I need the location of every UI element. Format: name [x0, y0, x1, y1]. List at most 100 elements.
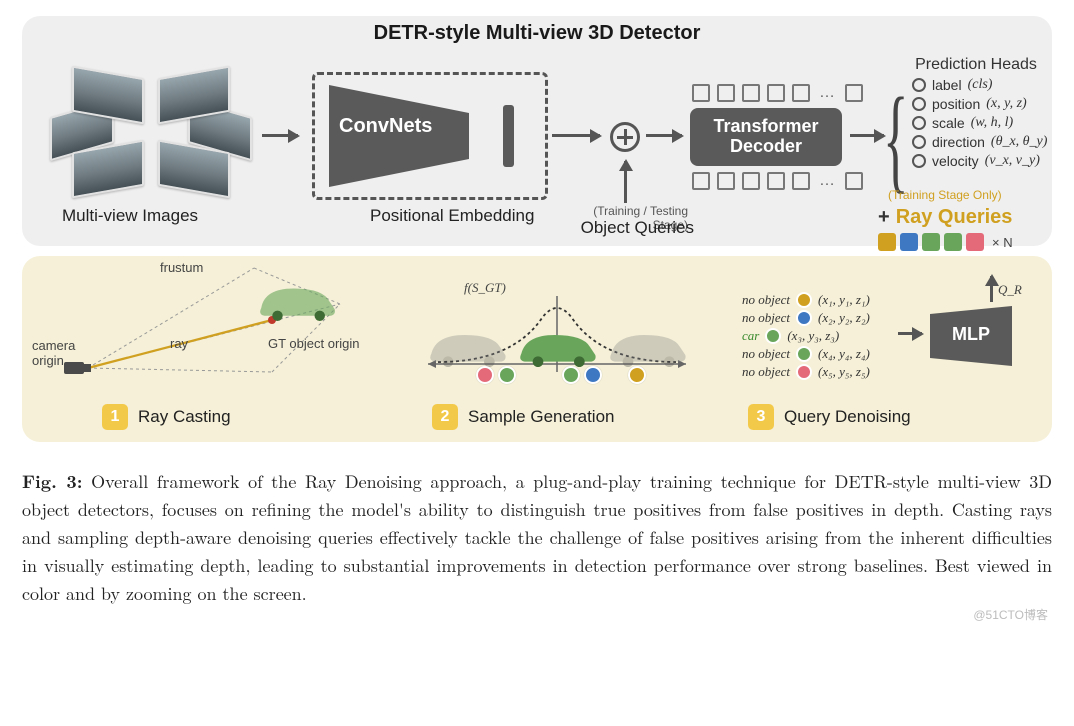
ray-queries-plus: +: [878, 206, 890, 229]
top-title: DETR-style Multi-view 3D Detector: [22, 22, 1052, 45]
noobj-row: car (x₃, y₃, z₃): [742, 328, 870, 344]
noobj-coord: (x₄, y₄, z₄): [818, 346, 870, 362]
ray-queries-swatches: × N: [878, 233, 1062, 251]
arrow-2: [552, 134, 600, 137]
arrow-up-qr: [990, 276, 993, 302]
noobj-dot-icon: [796, 346, 812, 362]
pred-dot-icon: [912, 78, 926, 92]
mlp-module: MLP: [930, 306, 1012, 366]
noobj-text: no object: [742, 310, 790, 326]
sample-dot: [628, 366, 646, 384]
noobj-row: no object (x₅, y₅, z₅): [742, 364, 870, 380]
label-ray: ray: [170, 336, 188, 351]
top-panel: DETR-style Multi-view 3D Detector Multi-…: [22, 16, 1052, 246]
noobj-dot-icon: [796, 292, 812, 308]
sample-dot: [498, 366, 516, 384]
pred-dot-icon: [912, 154, 926, 168]
watermark: @51CTO博客: [973, 606, 1048, 623]
noobj-text: no object: [742, 364, 790, 380]
label-frustum: frustum: [160, 260, 203, 275]
ray-query-swatch: [900, 233, 918, 251]
pred-head-row: direction (θ_x, θ_y): [912, 134, 1066, 150]
pred-heads-title: Prediction Heads: [886, 56, 1066, 74]
sec3: 3 Query Denoising: [748, 404, 911, 430]
pred-head-label: position: [932, 96, 980, 112]
label-obj-queries: Object Queries: [574, 218, 694, 238]
sec3-num: 3: [748, 404, 774, 430]
pred-head-row: scale (w, h, l): [912, 115, 1066, 131]
arrow-4: [850, 134, 884, 137]
pred-head-row: position (x, y, z): [912, 96, 1066, 112]
noobj-dot-icon: [796, 310, 812, 326]
plus-fuse-icon: [610, 122, 640, 152]
noobj-row: no object (x₄, y₄, z₄): [742, 346, 870, 362]
feature-column-icon: [503, 105, 514, 167]
arrow-3: [646, 134, 682, 137]
arrow-up-queries: [624, 161, 627, 203]
label-camera-origin: camera origin: [32, 338, 102, 368]
convnets-module: ConvNets: [312, 72, 548, 200]
bottom-panel: frustum ray camera origin GT object orig…: [22, 256, 1052, 442]
figure-container: DETR-style Multi-view 3D Detector Multi-…: [0, 0, 1074, 631]
sample-dot: [584, 366, 602, 384]
ray-query-swatch: [944, 233, 962, 251]
pred-head-math: (θ_x, θ_y): [991, 134, 1048, 150]
noobj-coord: (x₅, y₅, z₅): [818, 364, 870, 380]
noobj-row: no object (x₁, y₁, z₁): [742, 292, 870, 308]
pred-head-math: (w, h, l): [971, 115, 1014, 131]
noobj-text: no object: [742, 292, 790, 308]
pred-head-label: velocity: [932, 153, 979, 169]
noobj-text: no object: [742, 346, 790, 362]
caption-lead: Fig. 3:: [22, 469, 83, 494]
arrow-1: [262, 134, 298, 137]
noobj-dot-icon: [796, 364, 812, 380]
pred-dot-icon: [912, 135, 926, 149]
mlp-label: MLP: [952, 324, 990, 345]
sample-dot: [562, 366, 580, 384]
ray-queries-block: (Training Stage Only) + Ray Queries × N: [878, 206, 1062, 251]
sec1-label: Ray Casting: [138, 407, 231, 427]
caption-body: Overall framework of the Ray Denoising a…: [22, 469, 1052, 606]
sec2-label: Sample Generation: [468, 407, 614, 427]
convnets-label: ConvNets: [339, 115, 432, 138]
decoder-line1: Transformer: [713, 116, 818, 136]
pred-head-row: label (cls): [912, 77, 1066, 93]
noobj-coord: (x₁, y₁, z₁): [818, 292, 870, 308]
pred-head-math: (x, y, z): [986, 96, 1026, 112]
sample-generation-sketch: f(S_GT): [422, 286, 692, 386]
noobj-list: no object (x₁, y₁, z₁) no object(x₂, y₂, z…: [742, 290, 870, 382]
decoder-line2: Decoder: [730, 136, 802, 156]
sec1: 1 Ray Casting: [102, 404, 231, 430]
pred-head-label: label: [932, 77, 962, 93]
ray-queries-title: Ray Queries: [896, 206, 1013, 229]
pred-head-math: (v_x, v_y): [985, 153, 1040, 169]
decoder-bottom-slots: …: [692, 172, 863, 190]
ray-query-swatch: [922, 233, 940, 251]
ray-casting-sketch: frustum ray camera origin GT object orig…: [40, 262, 370, 392]
label-pos-embed: Positional Embedding: [370, 206, 534, 226]
ray-query-swatch: [878, 233, 896, 251]
label-ray-queries-sub: (Training Stage Only): [888, 188, 1002, 202]
noobj-row: no object(x₂, y₂, z₂): [742, 310, 870, 326]
noobj-coord: (x₃, y₃, z₃): [787, 328, 839, 344]
noobj-text: car: [742, 328, 759, 344]
sec2: 2 Sample Generation: [432, 404, 614, 430]
brace-icon: {: [883, 80, 908, 198]
transformer-decoder: Transformer Decoder: [690, 108, 842, 166]
sec3-label: Query Denoising: [784, 407, 911, 427]
prediction-heads: Prediction Heads { label (cls)position (…: [886, 56, 1066, 172]
sample-dot: [476, 366, 494, 384]
sec2-num: 2: [432, 404, 458, 430]
multiview-images: [50, 76, 248, 186]
arrow-to-mlp: [898, 332, 922, 335]
sec1-num: 1: [102, 404, 128, 430]
label-gt-origin: GT object origin: [268, 336, 360, 351]
ray-query-xn: × N: [992, 235, 1013, 250]
pred-head-row: velocity (v_x, v_y): [912, 153, 1066, 169]
label-multiview: Multi-view Images: [62, 206, 198, 226]
pred-dot-icon: [912, 116, 926, 130]
noobj-dot-icon: [765, 328, 781, 344]
pred-head-label: direction: [932, 134, 985, 150]
ray-query-swatch: [966, 233, 984, 251]
pred-dot-icon: [912, 97, 926, 111]
